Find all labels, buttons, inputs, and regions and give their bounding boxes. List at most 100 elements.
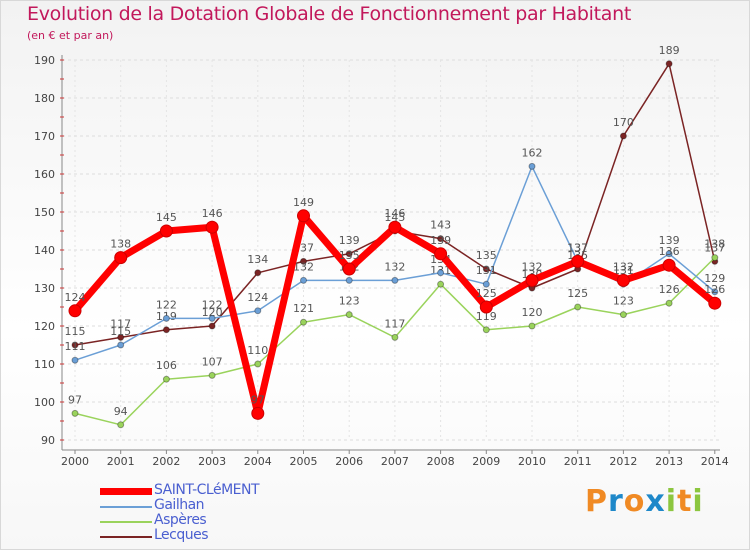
y-tick-label: 120 <box>34 320 55 333</box>
logo-letter: i <box>692 484 704 519</box>
data-point-gailhan <box>71 356 79 364</box>
legend-label: SAINT-CLéMENT <box>154 482 260 498</box>
data-point-saint-cl-ment <box>525 273 539 287</box>
chart-legend: SAINT-CLéMENT Gailhan Aspères Lecques <box>100 482 360 544</box>
data-point-lecques <box>300 257 307 265</box>
chart-subtitle: (en € et par an) <box>27 29 114 42</box>
logo-letter: P <box>585 484 608 519</box>
data-label-asp-res: 123 <box>339 295 360 308</box>
data-point-asp-res <box>619 311 627 319</box>
data-label-lecques: 189 <box>659 44 680 57</box>
data-point-lecques <box>254 269 262 277</box>
y-tick-label: 190 <box>34 54 55 67</box>
data-label-gailhan: 111 <box>65 340 86 353</box>
data-label-gailhan: 131 <box>476 264 497 277</box>
x-tick-label: 2011 <box>564 455 592 468</box>
legend-swatch <box>100 521 152 523</box>
logo-letter: t <box>677 484 693 519</box>
data-point-lecques <box>665 60 673 68</box>
data-label-asp-res: 125 <box>567 287 588 300</box>
x-tick-label: 2010 <box>518 455 546 468</box>
data-label-asp-res: 107 <box>202 355 223 368</box>
data-label-saint-cl-ment: 149 <box>293 196 314 209</box>
data-label-lecques: 137 <box>704 241 725 254</box>
legend-label: Gailhan <box>154 497 205 513</box>
data-point-asp-res <box>528 322 536 330</box>
data-point-saint-cl-ment <box>159 224 173 238</box>
data-label-gailhan: 131 <box>613 264 634 277</box>
data-label-saint-cl-ment: 137 <box>567 241 588 254</box>
data-label-asp-res: 97 <box>68 393 82 406</box>
data-point-lecques <box>619 132 627 140</box>
x-tick-label: 2000 <box>61 455 89 468</box>
y-tick-label: 110 <box>34 358 55 371</box>
data-point-gailhan <box>665 250 673 258</box>
y-tick-label: 100 <box>34 396 55 409</box>
data-point-gailhan <box>528 162 536 170</box>
data-label-lecques: 170 <box>613 116 634 129</box>
data-label-asp-res: 117 <box>384 317 405 330</box>
data-point-asp-res <box>254 360 262 368</box>
x-tick-label: 2012 <box>609 455 637 468</box>
x-tick-label: 2003 <box>198 455 226 468</box>
data-point-asp-res <box>482 326 490 334</box>
y-tick-label: 130 <box>34 282 55 295</box>
logo-letter: o <box>623 484 646 519</box>
data-point-saint-cl-ment <box>434 247 448 261</box>
data-label-gailhan: 132 <box>384 260 405 273</box>
data-label-saint-cl-ment: 145 <box>156 211 177 224</box>
data-point-saint-cl-ment <box>342 262 356 276</box>
data-label-asp-res: 123 <box>613 295 634 308</box>
data-label-saint-cl-ment: 97 <box>251 393 265 406</box>
data-label-saint-cl-ment: 138 <box>110 238 131 251</box>
data-point-gailhan <box>711 288 719 296</box>
legend-item: SAINT-CLéMENT <box>100 482 360 499</box>
data-point-saint-cl-ment <box>708 296 722 310</box>
y-tick-label: 180 <box>34 92 55 105</box>
y-tick-label: 150 <box>34 206 55 219</box>
logo-letter: x <box>645 484 666 519</box>
data-point-lecques <box>208 322 216 330</box>
data-label-gailhan: 129 <box>704 272 725 285</box>
data-point-lecques <box>117 333 125 341</box>
data-label-lecques: 134 <box>247 253 268 266</box>
data-point-gailhan <box>208 314 216 322</box>
data-label-saint-cl-ment: 126 <box>704 283 725 296</box>
data-label-asp-res: 138 <box>704 238 725 251</box>
legend-label: Aspères <box>154 512 207 528</box>
data-point-asp-res <box>300 318 307 326</box>
x-tick-label: 2004 <box>244 455 272 468</box>
data-label-saint-cl-ment: 124 <box>65 291 86 304</box>
chart-title: Evolution de la Dotation Globale de Fonc… <box>27 3 632 25</box>
data-label-saint-cl-ment: 132 <box>613 260 634 273</box>
data-point-saint-cl-ment <box>205 220 219 234</box>
data-point-gailhan <box>437 269 445 277</box>
data-label-asp-res: 119 <box>476 310 497 323</box>
data-point-saint-cl-ment <box>662 258 676 272</box>
data-label-lecques: 135 <box>476 249 497 262</box>
data-label-asp-res: 120 <box>522 306 543 319</box>
y-tick-label: 140 <box>34 244 55 257</box>
data-point-asp-res <box>391 333 399 341</box>
data-point-gailhan <box>162 314 170 322</box>
y-tick-label: 160 <box>34 168 55 181</box>
legend-swatch <box>100 506 152 508</box>
data-label-asp-res: 94 <box>114 405 128 418</box>
x-tick-label: 2002 <box>152 455 180 468</box>
data-label-asp-res: 110 <box>247 344 268 357</box>
x-tick-label: 2005 <box>290 455 318 468</box>
data-label-gailhan: 124 <box>247 291 268 304</box>
data-label-asp-res: 106 <box>156 359 177 372</box>
data-label-gailhan: 139 <box>659 234 680 247</box>
data-label-gailhan: 137 <box>567 241 588 254</box>
data-label-gailhan: 122 <box>156 298 177 311</box>
logo-letter: r <box>608 484 624 519</box>
data-point-saint-cl-ment <box>114 251 128 265</box>
x-tick-label: 2008 <box>427 455 455 468</box>
data-label-asp-res: 121 <box>293 302 314 315</box>
data-point-gailhan <box>300 276 307 284</box>
x-tick-label: 2001 <box>107 455 135 468</box>
x-tick-label: 2014 <box>701 455 729 468</box>
x-tick-label: 2006 <box>335 455 363 468</box>
